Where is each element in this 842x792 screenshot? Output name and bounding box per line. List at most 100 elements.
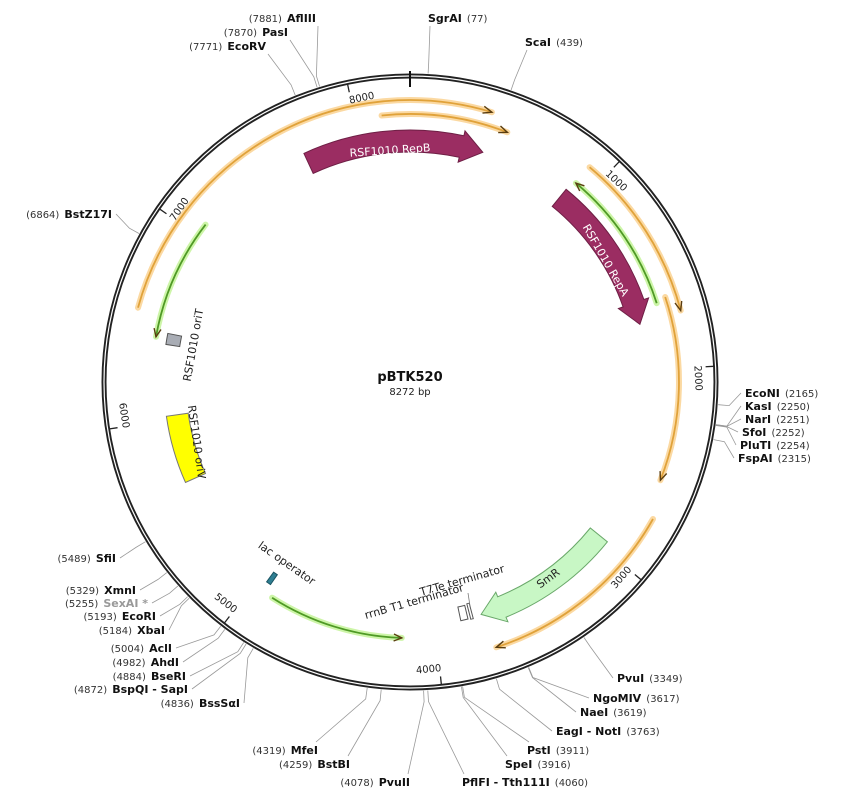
site-label: PflFI - Tth111I (4060) [462, 771, 588, 790]
orf-arc-arrowhead [498, 125, 510, 134]
feature-label: lac operator [256, 539, 318, 588]
site-pvuii[interactable]: (4078) PvuII [340, 771, 410, 790]
site-pasi[interactable]: (7870) PasI [224, 21, 288, 40]
site-label: PvuI (3349) [617, 667, 683, 686]
site-leader-line [289, 39, 318, 88]
site-mfei[interactable]: (4319) MfeI [252, 739, 318, 758]
site-psti[interactable]: PstI (3911) [527, 739, 589, 758]
site-layer: (7881) AflIII(7870) PasI(7771) EcoRV SgrA… [26, 7, 818, 790]
site-nari[interactable]: NarI (2251) [745, 408, 810, 427]
site-name: AhdI [151, 656, 179, 669]
feature-rsf1010-orit[interactable] [165, 332, 183, 348]
primer-arc [155, 224, 207, 337]
feature-label: rrnB T1 terminator [363, 581, 465, 622]
site-name: KasI [745, 400, 772, 413]
site-name: PstI [527, 744, 551, 757]
feature-label: RSF1010 RepB [349, 141, 431, 160]
site-afliii[interactable]: (7881) AflIII [249, 7, 316, 26]
site-label: (7771) EcoRV [189, 35, 266, 54]
site-sgrai[interactable]: SgrAI (77) [428, 7, 488, 26]
site-name: BspQI - SapI [112, 683, 188, 696]
site-bspqi-sapi[interactable]: (4872) BspQI - SapI [74, 678, 188, 697]
site-fspai[interactable]: FspAI (2315) [738, 447, 811, 466]
site-position: (6864) [26, 210, 59, 221]
tick-mark [634, 573, 642, 581]
site-econi[interactable]: EcoNI (2165) [745, 382, 818, 401]
primer-arc-arrowhead [574, 181, 585, 192]
site-label: (4884) BseRI [113, 665, 186, 684]
site-bstbi[interactable]: (4259) BstBI [279, 753, 350, 772]
tick-mark [223, 616, 230, 624]
site-label: NarI (2251) [745, 408, 810, 427]
tick-label: 8000 [348, 91, 375, 107]
site-label: (5184) XbaI [99, 619, 165, 638]
tick-label: 6000 [116, 402, 131, 429]
site-leader-line [151, 585, 179, 604]
site-xbai[interactable]: (5184) XbaI [99, 619, 165, 638]
feature-rsf1010-repa[interactable] [551, 188, 650, 326]
site-leader-line [315, 687, 368, 743]
site-ahdi[interactable]: (4982) AhdI [112, 651, 179, 670]
site-label: (4319) MfeI [252, 739, 318, 758]
site-position: (5489) [57, 554, 90, 565]
feature-t7te-terminator[interactable] [466, 602, 474, 620]
site-label: FspAI (2315) [738, 447, 811, 466]
site-leader-line [713, 439, 735, 459]
site-bsss-i[interactable]: (4836) BssSαI [161, 692, 240, 711]
site-position: (4872) [74, 685, 107, 696]
site-scai[interactable]: ScaI (439) [525, 31, 583, 50]
site-spei[interactable]: SpeI (3916) [505, 753, 571, 772]
site-bstz17i[interactable]: (6864) BstZ17I [26, 203, 112, 222]
site-leader-line [461, 686, 508, 757]
site-name: SexAI * [103, 597, 148, 610]
site-sfii[interactable]: (5489) SfiI [57, 547, 116, 566]
site-name: PvuII [379, 776, 410, 789]
site-pluti[interactable]: PluTI (2254) [740, 434, 810, 453]
site-bseri[interactable]: (4884) BseRI [113, 665, 186, 684]
site-pflfi-tth111i[interactable]: PflFI - Tth111I (4060) [462, 771, 588, 790]
feature-rsf1010-repb[interactable] [303, 129, 484, 175]
site-position: (3763) [626, 727, 659, 738]
site-ecorv[interactable]: (7771) EcoRV [189, 35, 266, 54]
site-naei[interactable]: NaeI (3619) [580, 701, 647, 720]
site-leader-line [139, 572, 168, 591]
feature-lac-operator[interactable] [265, 571, 279, 586]
site-ecori[interactable]: (5193) EcoRI [83, 605, 156, 624]
site-position: (5329) [66, 586, 99, 597]
site-position: (3617) [646, 694, 679, 705]
site-label: (5329) XmnI [66, 579, 136, 598]
tick-label: 5000 [212, 592, 239, 616]
site-leader-line [168, 597, 190, 631]
plasmid-name: pBTK520 [377, 370, 442, 385]
site-kasi[interactable]: KasI (2250) [745, 395, 810, 414]
feature-smr[interactable] [480, 527, 609, 623]
orf-arc-glow [493, 516, 656, 651]
site-name: XmnI [104, 584, 136, 597]
site-leader-line [182, 629, 226, 663]
feature-label: RSF1010 oriT [181, 308, 207, 383]
site-name: NaeI [580, 706, 608, 719]
orf-arc-arrowhead [494, 640, 506, 649]
site-name: SgrAI [428, 12, 462, 25]
tick-label: 2000 [691, 365, 703, 391]
site-xmni[interactable]: (5329) XmnI [66, 579, 136, 598]
site-eagi-noti[interactable]: EagI - NotI (3763) [556, 720, 660, 739]
site-pvui[interactable]: PvuI (3349) [617, 667, 683, 686]
site-position: (3619) [613, 708, 646, 719]
site-ngomiv[interactable]: NgoMIV (3617) [593, 687, 680, 706]
site-leader-line [119, 541, 146, 559]
site-position: (4060) [555, 778, 588, 789]
site-name: PluTI [740, 439, 771, 452]
primer-arc [271, 596, 402, 639]
feature-rrnb-t1-terminator[interactable] [457, 604, 469, 622]
site-label: PstI (3911) [527, 739, 589, 758]
feature-rsf1010-oriv[interactable] [165, 412, 207, 484]
site-acli[interactable]: (5004) AclI [111, 637, 172, 656]
site-sexai-[interactable]: (5255) SexAI * [65, 592, 148, 611]
site-leader-line [189, 642, 245, 677]
site-name: EcoNI [745, 387, 780, 400]
site-position: (4319) [252, 746, 285, 757]
site-leader-line [527, 667, 577, 713]
site-sfoi[interactable]: SfoI (2252) [742, 421, 805, 440]
